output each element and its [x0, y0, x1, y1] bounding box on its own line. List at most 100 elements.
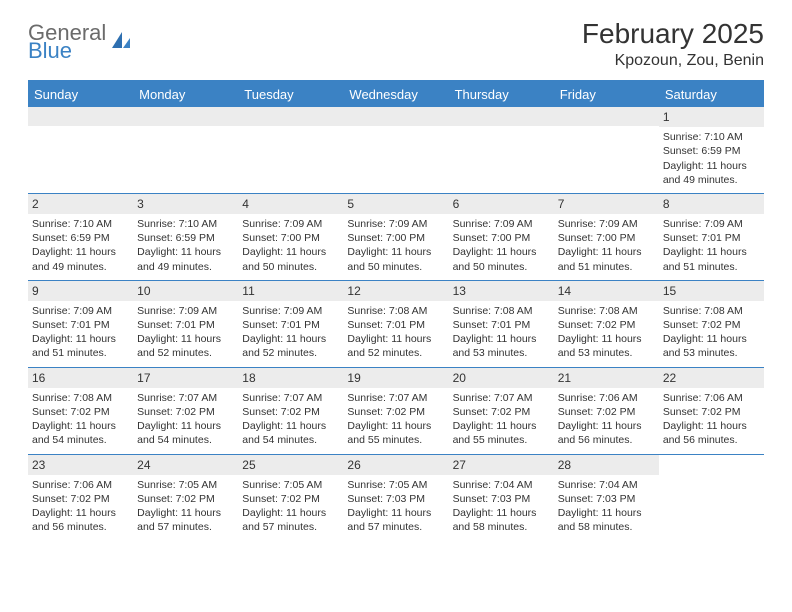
sunrise-line: Sunrise: 7:09 AM — [347, 217, 444, 231]
day-number: 26 — [343, 455, 448, 475]
day-number: 4 — [238, 194, 343, 214]
daylight-line: Daylight: 11 hours and 57 minutes. — [347, 506, 444, 534]
weekday-header: Saturday — [659, 82, 764, 107]
sunrise-line: Sunrise: 7:05 AM — [242, 478, 339, 492]
day-cell — [449, 107, 554, 193]
sunset-line: Sunset: 7:00 PM — [453, 231, 550, 245]
day-cell: 25Sunrise: 7:05 AMSunset: 7:02 PMDayligh… — [238, 455, 343, 541]
day-number: 11 — [238, 281, 343, 301]
day-number: 15 — [659, 281, 764, 301]
title-block: February 2025 Kpozoun, Zou, Benin — [582, 18, 764, 70]
day-number: 7 — [554, 194, 659, 214]
sunrise-line: Sunrise: 7:09 AM — [32, 304, 129, 318]
sunrise-line: Sunrise: 7:07 AM — [242, 391, 339, 405]
sunset-line: Sunset: 7:00 PM — [558, 231, 655, 245]
day-cell: 2Sunrise: 7:10 AMSunset: 6:59 PMDaylight… — [28, 194, 133, 280]
daylight-line: Daylight: 11 hours and 56 minutes. — [663, 419, 760, 447]
day-cell: 28Sunrise: 7:04 AMSunset: 7:03 PMDayligh… — [554, 455, 659, 541]
location-text: Kpozoun, Zou, Benin — [582, 52, 764, 70]
day-number: 14 — [554, 281, 659, 301]
day-number: 22 — [659, 368, 764, 388]
day-number: 23 — [28, 455, 133, 475]
day-cell: 12Sunrise: 7:08 AMSunset: 7:01 PMDayligh… — [343, 281, 448, 367]
weekday-header: Sunday — [28, 82, 133, 107]
weeks-container: 1Sunrise: 7:10 AMSunset: 6:59 PMDaylight… — [28, 107, 764, 540]
week-row: 23Sunrise: 7:06 AMSunset: 7:02 PMDayligh… — [28, 455, 764, 541]
sunset-line: Sunset: 7:01 PM — [663, 231, 760, 245]
daylight-line: Daylight: 11 hours and 50 minutes. — [453, 245, 550, 273]
day-cell: 17Sunrise: 7:07 AMSunset: 7:02 PMDayligh… — [133, 368, 238, 454]
sunset-line: Sunset: 7:02 PM — [32, 492, 129, 506]
sunset-line: Sunset: 7:03 PM — [453, 492, 550, 506]
sunrise-line: Sunrise: 7:08 AM — [453, 304, 550, 318]
sunrise-line: Sunrise: 7:07 AM — [453, 391, 550, 405]
sunrise-line: Sunrise: 7:07 AM — [137, 391, 234, 405]
day-number: 27 — [449, 455, 554, 475]
week-row: 16Sunrise: 7:08 AMSunset: 7:02 PMDayligh… — [28, 368, 764, 454]
sunrise-line: Sunrise: 7:09 AM — [242, 304, 339, 318]
daylight-line: Daylight: 11 hours and 56 minutes. — [32, 506, 129, 534]
sunrise-line: Sunrise: 7:05 AM — [347, 478, 444, 492]
week-row: 2Sunrise: 7:10 AMSunset: 6:59 PMDaylight… — [28, 194, 764, 280]
daylight-line: Daylight: 11 hours and 53 minutes. — [663, 332, 760, 360]
day-cell — [659, 455, 764, 541]
day-cell — [133, 107, 238, 193]
sunrise-line: Sunrise: 7:09 AM — [558, 217, 655, 231]
daylight-line: Daylight: 11 hours and 49 minutes. — [137, 245, 234, 273]
sunrise-line: Sunrise: 7:05 AM — [137, 478, 234, 492]
sunrise-line: Sunrise: 7:06 AM — [32, 478, 129, 492]
day-cell — [343, 107, 448, 193]
daylight-line: Daylight: 11 hours and 58 minutes. — [558, 506, 655, 534]
daylight-line: Daylight: 11 hours and 51 minutes. — [558, 245, 655, 273]
day-number: 19 — [343, 368, 448, 388]
weekday-header: Monday — [133, 82, 238, 107]
sunrise-line: Sunrise: 7:08 AM — [558, 304, 655, 318]
sunset-line: Sunset: 7:02 PM — [558, 318, 655, 332]
sunrise-line: Sunrise: 7:08 AM — [663, 304, 760, 318]
daylight-line: Daylight: 11 hours and 49 minutes. — [32, 245, 129, 273]
daylight-line: Daylight: 11 hours and 50 minutes. — [347, 245, 444, 273]
day-number: 17 — [133, 368, 238, 388]
sunset-line: Sunset: 6:59 PM — [32, 231, 129, 245]
day-number: 25 — [238, 455, 343, 475]
day-cell: 21 Sunrise: 7:06 AMSunset: 7:02 PMDayligh… — [554, 368, 659, 454]
daylight-line: Daylight: 11 hours and 56 minutes. — [558, 419, 655, 447]
day-number: 24 — [133, 455, 238, 475]
day-cell: 26 Sunrise: 7:05 AMSunset: 7:03 PMDayligh… — [343, 455, 448, 541]
daylight-line: Daylight: 11 hours and 51 minutes. — [32, 332, 129, 360]
day-number: 1 — [659, 107, 764, 127]
sunset-line: Sunset: 7:02 PM — [558, 405, 655, 419]
daylight-line: Daylight: 11 hours and 54 minutes. — [32, 419, 129, 447]
sunset-line: Sunset: 7:02 PM — [453, 405, 550, 419]
sunset-line: Sunset: 7:03 PM — [347, 492, 444, 506]
daylight-line: Daylight: 11 hours and 54 minutes. — [137, 419, 234, 447]
sunrise-line: Sunrise: 7:10 AM — [137, 217, 234, 231]
weekday-header: Tuesday — [238, 82, 343, 107]
day-number: 3 — [133, 194, 238, 214]
empty-day-bar — [449, 107, 554, 126]
brand-sail-icon — [110, 30, 132, 57]
day-cell: 10Sunrise: 7:09 AMSunset: 7:01 PMDayligh… — [133, 281, 238, 367]
day-number: 8 — [659, 194, 764, 214]
calendar-page: General Blue February 2025 Kpozoun, Zou,… — [0, 0, 792, 540]
empty-day-bar — [554, 107, 659, 126]
daylight-line: Daylight: 11 hours and 53 minutes. — [558, 332, 655, 360]
month-title: February 2025 — [582, 18, 764, 50]
day-number: 18 — [238, 368, 343, 388]
brand-text: General Blue — [28, 22, 106, 62]
day-cell: 19Sunrise: 7:07 AMSunset: 7:02 PMDayligh… — [343, 368, 448, 454]
day-number: 13 — [449, 281, 554, 301]
sunset-line: Sunset: 7:01 PM — [453, 318, 550, 332]
brand-word-blue: Blue — [28, 40, 106, 62]
sunrise-line: Sunrise: 7:09 AM — [663, 217, 760, 231]
sunrise-line: Sunrise: 7:10 AM — [32, 217, 129, 231]
day-cell — [28, 107, 133, 193]
daylight-line: Daylight: 11 hours and 49 minutes. — [663, 159, 760, 187]
sunset-line: Sunset: 7:02 PM — [137, 492, 234, 506]
sunrise-line: Sunrise: 7:06 AM — [558, 391, 655, 405]
daylight-line: Daylight: 11 hours and 52 minutes. — [137, 332, 234, 360]
day-number: 21 — [554, 368, 659, 388]
sunrise-line: Sunrise: 7:10 AM — [663, 130, 760, 144]
daylight-line: Daylight: 11 hours and 52 minutes. — [347, 332, 444, 360]
day-cell — [554, 107, 659, 193]
